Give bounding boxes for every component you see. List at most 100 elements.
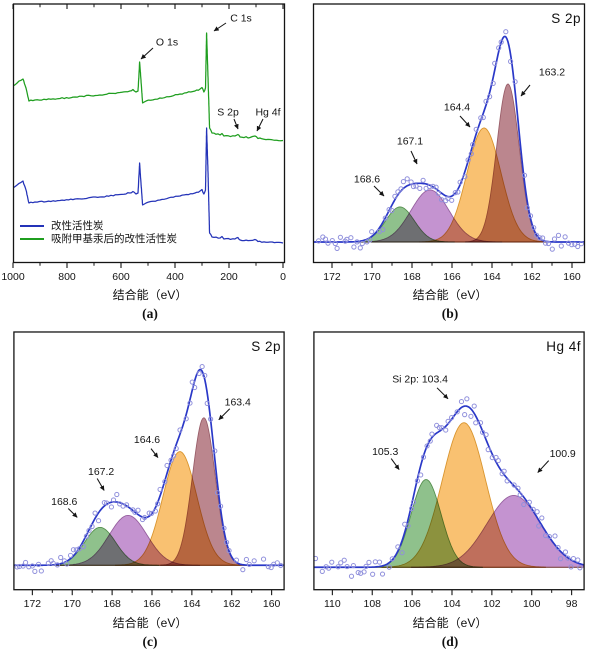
legend-item-after-adsorption: 吸附甲基汞后的改性活性炭 (20, 234, 177, 244)
annotation-label: S 2p (217, 107, 239, 119)
annotation-label: 164.6 (134, 435, 160, 446)
annotation-label: 105.3 (372, 447, 398, 458)
annotation-arrow (140, 47, 154, 60)
x-tick-label: 600 (112, 271, 130, 283)
panel-b-title: S 2p (551, 11, 581, 26)
plot-border (12, 3, 286, 264)
annotation-label: 167.2 (88, 467, 114, 478)
plot-border (313, 331, 585, 591)
x-tick-label: 160 (263, 599, 281, 610)
x-tick-label: 162 (223, 599, 241, 610)
panel-d-canvas: 110 108 106 104 102 100 98 Si 2p: 103.4 105.3 100… (300, 328, 600, 655)
annotation-arrow (459, 115, 471, 128)
x-tick-label: 200 (220, 271, 238, 283)
peak-annotations: Si 2p: 103.4 105.3 100.9 (372, 374, 576, 473)
data-points (316, 29, 584, 252)
annotation-label: Si 2p: 103.4 (392, 374, 448, 385)
annotation-label: 163.4 (225, 397, 251, 408)
panel-c-xaxis-label: 结合能（eV） (112, 616, 188, 630)
annotation-label: 168.6 (51, 497, 77, 508)
panel-b-xaxis-label: 结合能（eV） (412, 288, 488, 302)
x-tick-label: 168 (403, 271, 421, 283)
annotation-label: 167.1 (397, 136, 423, 148)
annotation-arrow (213, 22, 227, 32)
annotation-arrow (537, 460, 550, 473)
x-tick-label: 166 (143, 599, 161, 610)
annotation-label: 164.4 (444, 102, 470, 114)
x-tick-label: 800 (58, 271, 76, 283)
annotation-arrow (256, 118, 264, 132)
panel-a-letter: (a) (142, 306, 158, 321)
x-axis-ticks: 172 170 168 166 164 162 160 (24, 589, 281, 610)
x-tick-label: 172 (24, 599, 42, 610)
annotation-arrow (96, 478, 105, 491)
annotation-arrow (150, 448, 159, 458)
annotation-arrow (218, 408, 231, 421)
panel-a-canvas: 1000 800 600 400 200 0 O 1s C 1s S 2p Hg 4f (0, 0, 300, 328)
panel-d: 110 108 106 104 102 100 98 Si 2p: 103.4 105.3 100… (300, 328, 600, 655)
annotation-label: Hg 4f (255, 107, 280, 119)
x-tick-label: 108 (364, 599, 382, 610)
panel-d-title: Hg 4f (546, 339, 581, 354)
x-tick-label: 106 (403, 599, 421, 610)
plot-area (314, 29, 584, 252)
annotation-label: C 1s (230, 13, 252, 25)
panel-b: 172 170 168 166 164 162 160 168.6 167.1 164.4 163.… (300, 0, 600, 328)
legend-label-after-adsorption: 吸附甲基汞后的改性活性炭 (51, 232, 177, 245)
plot-area (13, 32, 284, 244)
data-points (14, 363, 284, 574)
legend-item-modified-ac: 改性活性炭 (20, 221, 177, 231)
annotation-arrow (520, 84, 531, 97)
panel-d-xaxis-label: 结合能（eV） (412, 616, 488, 630)
legend-swatch-modified-ac (20, 224, 44, 228)
peak-annotations: 168.6 167.2 164.6 163.4 (51, 397, 251, 518)
x-tick-label: 162 (523, 271, 541, 283)
survey-trace (13, 127, 284, 244)
peak-annotations: O 1s C 1s S 2p Hg 4f (140, 13, 281, 132)
x-tick-label: 110 (324, 599, 341, 610)
x-tick-label: 0 (280, 271, 286, 283)
x-tick-label: 164 (183, 599, 201, 610)
x-axis-ticks: 172 170 168 166 164 162 160 (323, 262, 581, 283)
x-tick-label: 160 (563, 271, 581, 283)
plot-border (13, 331, 285, 591)
x-tick-label: 166 (443, 271, 461, 283)
fit-envelope (314, 405, 584, 569)
x-tick-label: 168 (103, 599, 121, 610)
peak-annotations: 168.6 167.1 164.4 163.2 (354, 67, 565, 197)
x-tick-label: 170 (64, 599, 82, 610)
annotation-label: 100.9 (550, 449, 576, 460)
legend-label-modified-ac: 改性活性炭 (51, 219, 104, 232)
panel-b-canvas: 172 170 168 166 164 162 160 168.6 167.1 164.4 163.… (300, 0, 600, 328)
plot-area (14, 363, 284, 574)
annotation-arrow (436, 387, 449, 400)
x-axis-ticks: 110 108 106 104 102 100 98 (324, 589, 578, 610)
plot-border (312, 3, 586, 264)
panel-a-xaxis-label: 结合能（eV） (112, 288, 188, 302)
x-tick-label: 104 (443, 599, 461, 610)
annotation-label: 163.2 (539, 67, 565, 79)
panel-c-title: S 2p (251, 339, 281, 354)
panel-d-letter: (d) (441, 634, 459, 649)
x-tick-label: 164 (483, 271, 501, 283)
x-tick-label: 172 (323, 271, 341, 283)
annotation-arrow (373, 185, 385, 197)
annotation-label: O 1s (156, 37, 178, 49)
x-tick-label: 98 (566, 599, 578, 610)
x-tick-label: 170 (363, 271, 381, 283)
panel-c-letter: (c) (142, 634, 158, 649)
legend-swatch-after-adsorption (20, 237, 44, 241)
panel-a-legend: 改性活性炭 吸附甲基汞后的改性活性炭 (20, 221, 177, 244)
panel-c: 172 170 168 166 164 162 160 168.6 167.2 164.6 163.… (0, 328, 300, 655)
panel-a: 1000 800 600 400 200 0 O 1s C 1s S 2p Hg 4f 改性活性炭… (0, 0, 300, 328)
x-tick-label: 102 (483, 599, 501, 610)
survey-trace (13, 32, 284, 142)
panel-c-canvas: 172 170 168 166 164 162 160 168.6 167.2 164.6 163.… (0, 328, 300, 655)
annotation-label: 168.6 (354, 174, 380, 186)
plot-area (313, 396, 585, 579)
x-tick-label: 1000 (1, 271, 25, 283)
fit-component (381, 422, 547, 568)
data-points (313, 396, 583, 579)
annotation-arrow (410, 150, 418, 165)
